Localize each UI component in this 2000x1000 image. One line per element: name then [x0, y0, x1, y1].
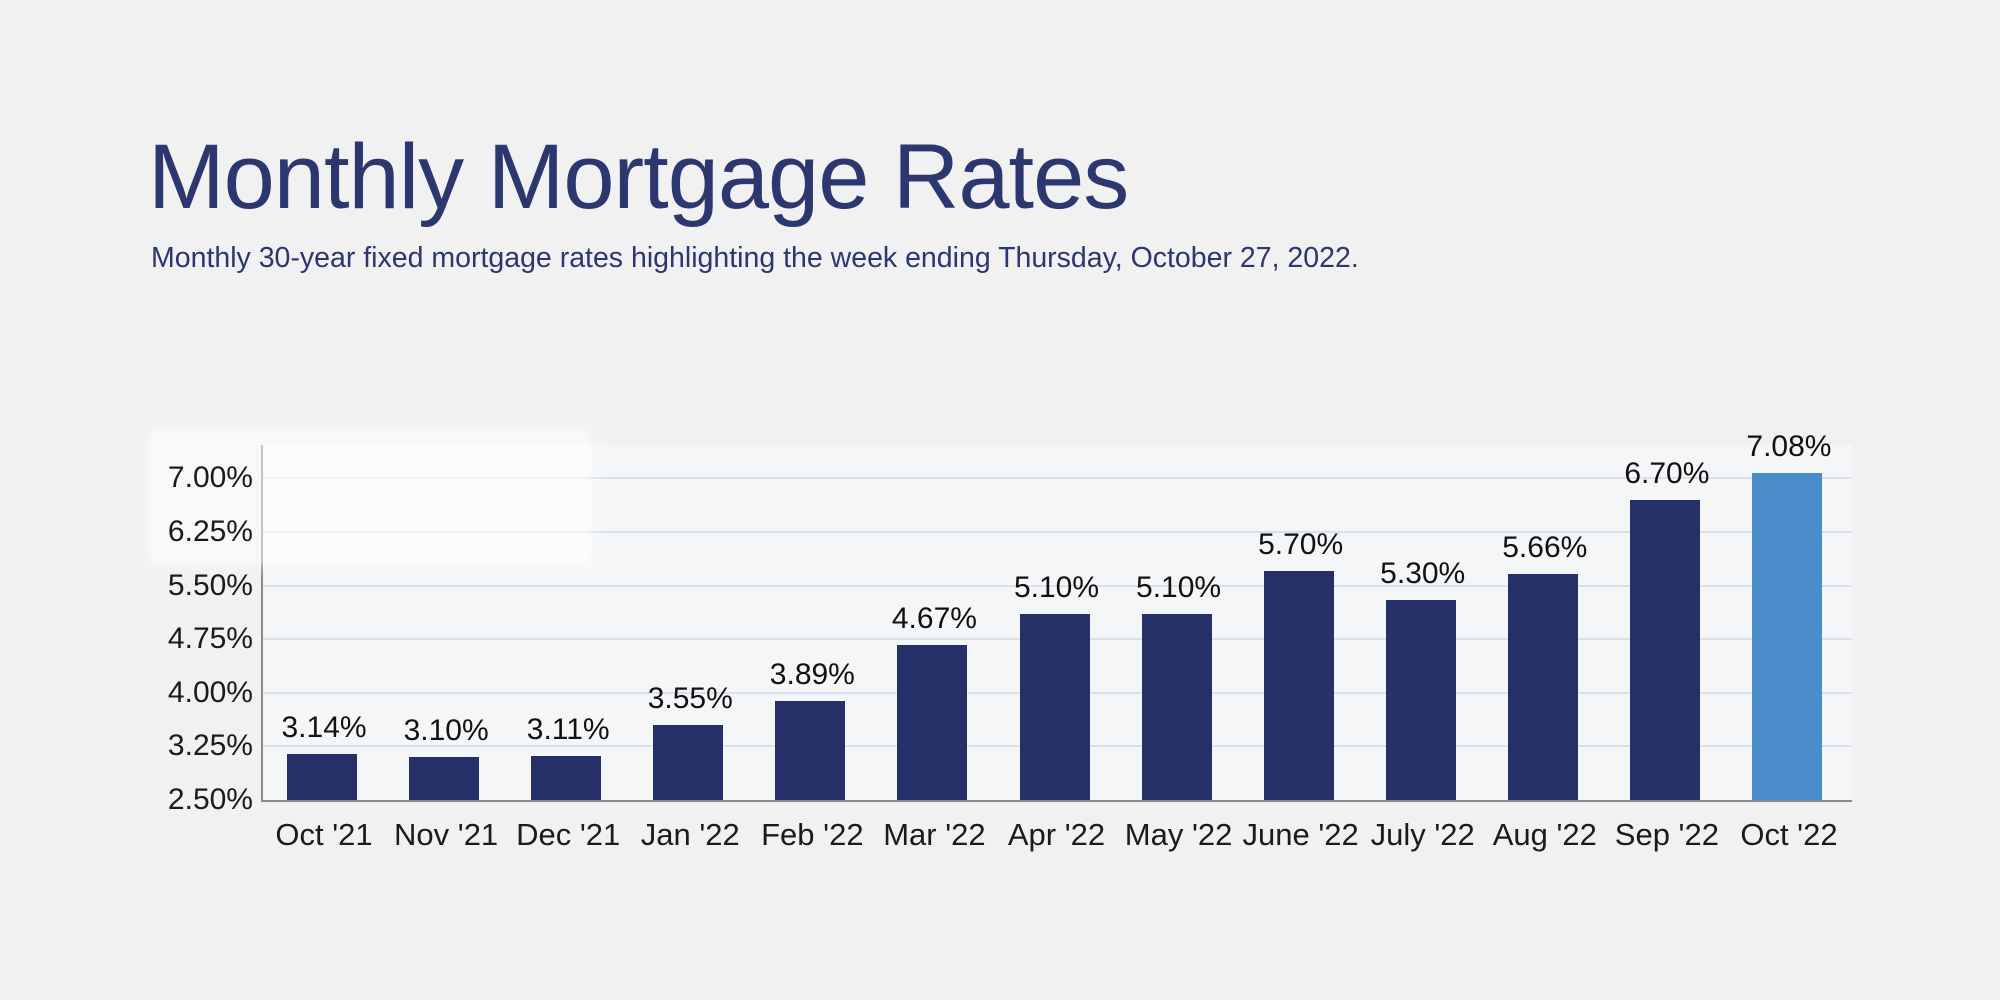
y-tick-label: 5.50% — [167, 568, 253, 602]
bar-sep-22 — [1629, 499, 1700, 800]
page-title: Monthly Mortgage Rates — [148, 126, 1129, 228]
gridline — [263, 477, 1852, 480]
x-tick-label: June '22 — [1242, 817, 1359, 852]
y-tick-label: 3.25% — [167, 729, 253, 763]
x-tick-label: July '22 — [1370, 817, 1475, 852]
bar-july-22 — [1385, 599, 1456, 800]
bar-feb-22 — [775, 700, 846, 800]
highlight-patch — [150, 431, 590, 563]
bar-aug-22 — [1507, 574, 1578, 800]
bar-may-22 — [1141, 614, 1212, 800]
x-tick-label: Oct '22 — [1740, 817, 1838, 852]
bar-nov-21 — [409, 757, 480, 800]
x-tick-label: Apr '22 — [1007, 817, 1106, 852]
bar-oct-22 — [1751, 472, 1822, 800]
x-tick-label: Feb '22 — [761, 817, 864, 852]
x-tick-label: Jan '22 — [640, 817, 740, 852]
x-tick-label: Sep '22 — [1614, 817, 1719, 852]
bar-jan-22 — [653, 724, 724, 800]
x-tick-label: May '22 — [1124, 817, 1233, 852]
bar-mar-22 — [897, 644, 968, 800]
y-tick-label: 2.50% — [167, 783, 253, 816]
bar-apr-22 — [1019, 614, 1090, 800]
gridline — [263, 530, 1852, 533]
y-tick-label: 4.75% — [167, 622, 253, 656]
bar-june-22 — [1263, 571, 1334, 800]
y-tick-label: 4.00% — [167, 675, 253, 709]
plot-area — [261, 445, 1852, 802]
bar-oct-21 — [287, 754, 358, 800]
gridline — [263, 584, 1852, 587]
bar-dec-21 — [531, 756, 602, 800]
x-tick-label: Oct '21 — [275, 817, 373, 852]
x-tick-label: Nov '21 — [394, 817, 499, 852]
x-tick-label: Dec '21 — [516, 817, 621, 852]
page-subtitle: Monthly 30-year fixed mortgage rates hig… — [151, 242, 1359, 274]
x-tick-label: Mar '22 — [883, 817, 986, 852]
x-tick-label: Aug '22 — [1492, 817, 1597, 852]
